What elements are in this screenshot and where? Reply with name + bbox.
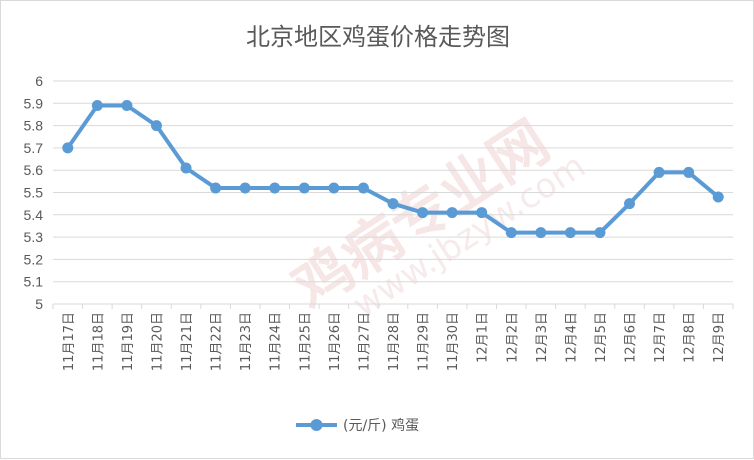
data-point	[712, 191, 724, 203]
y-tick-label: 5.7	[24, 140, 44, 156]
x-tick-label: 12月7日	[653, 312, 668, 363]
data-point	[298, 182, 310, 194]
x-axis-ticks: 11月17日 11月18日 11月19日 11月20日 11月21日 11月22日 11月2…	[52, 304, 734, 371]
x-tick-label: 11月26日	[328, 312, 343, 371]
data-point	[594, 227, 606, 239]
x-tick-label: 11月24日	[269, 312, 284, 371]
legend: (元/斤) 鸡蛋	[296, 417, 419, 434]
x-tick-label: 12月5日	[594, 312, 609, 363]
x-tick-label: 11月19日	[121, 312, 136, 371]
data-point	[417, 207, 429, 219]
y-tick-label: 5.9	[24, 95, 44, 111]
x-tick-label: 11月21日	[180, 312, 195, 371]
gridlines	[53, 80, 733, 305]
y-tick-label: 5.2	[24, 251, 44, 267]
y-tick-label: 5.6	[24, 162, 44, 178]
x-tick-label: 11月28日	[387, 312, 402, 371]
x-tick-label: 11月20日	[150, 312, 165, 371]
x-tick-label: 11月29日	[417, 312, 432, 371]
y-axis-ticks: 5 5.1 5.2 5.3 5.4 5.5 5.6 5.7 5.8 5.9 6	[24, 73, 44, 312]
x-tick-label: 12月9日	[712, 312, 727, 363]
data-point	[210, 182, 222, 194]
y-tick-label: 5.4	[24, 207, 44, 223]
data-point	[564, 227, 576, 239]
x-tick-label: 11月22日	[210, 312, 225, 371]
data-point	[624, 198, 636, 210]
x-tick-label: 12月4日	[564, 312, 579, 363]
x-tick-label: 11月18日	[91, 312, 106, 371]
data-point	[121, 100, 133, 112]
x-tick-label: 11月17日	[62, 312, 77, 371]
series-line	[62, 100, 724, 239]
data-point	[653, 166, 665, 178]
x-tick-label: 12月1日	[476, 312, 491, 363]
data-point	[535, 227, 547, 239]
chart-title: 北京地区鸡蛋价格走势图	[246, 23, 510, 51]
legend-label: (元/斤) 鸡蛋	[343, 417, 419, 434]
y-tick-label: 5.5	[24, 185, 44, 201]
data-point	[683, 166, 695, 178]
y-tick-label: 5.3	[24, 229, 44, 245]
data-point	[180, 162, 192, 174]
legend-marker	[310, 419, 323, 431]
x-tick-label: 12月2日	[505, 312, 520, 363]
data-point	[476, 207, 488, 219]
data-point	[357, 182, 369, 194]
data-point	[446, 207, 458, 219]
data-point	[387, 198, 399, 210]
x-tick-label: 11月25日	[298, 312, 313, 371]
x-tick-label: 12月3日	[535, 312, 550, 363]
data-point	[505, 227, 517, 239]
data-point	[150, 120, 162, 132]
y-tick-label: 6	[35, 73, 43, 89]
data-point	[239, 182, 251, 194]
data-point	[91, 100, 103, 112]
y-tick-label: 5.1	[24, 274, 44, 290]
x-tick-label: 12月6日	[624, 312, 639, 363]
x-tick-label: 11月30日	[446, 312, 461, 371]
data-point	[62, 142, 74, 154]
data-point	[269, 182, 281, 194]
y-tick-label: 5.8	[24, 118, 44, 134]
data-point	[328, 182, 340, 194]
y-tick-label: 5	[35, 296, 43, 312]
x-tick-label: 11月27日	[357, 312, 372, 371]
x-tick-label: 11月23日	[239, 312, 254, 371]
x-tick-label: 12月8日	[683, 312, 698, 363]
